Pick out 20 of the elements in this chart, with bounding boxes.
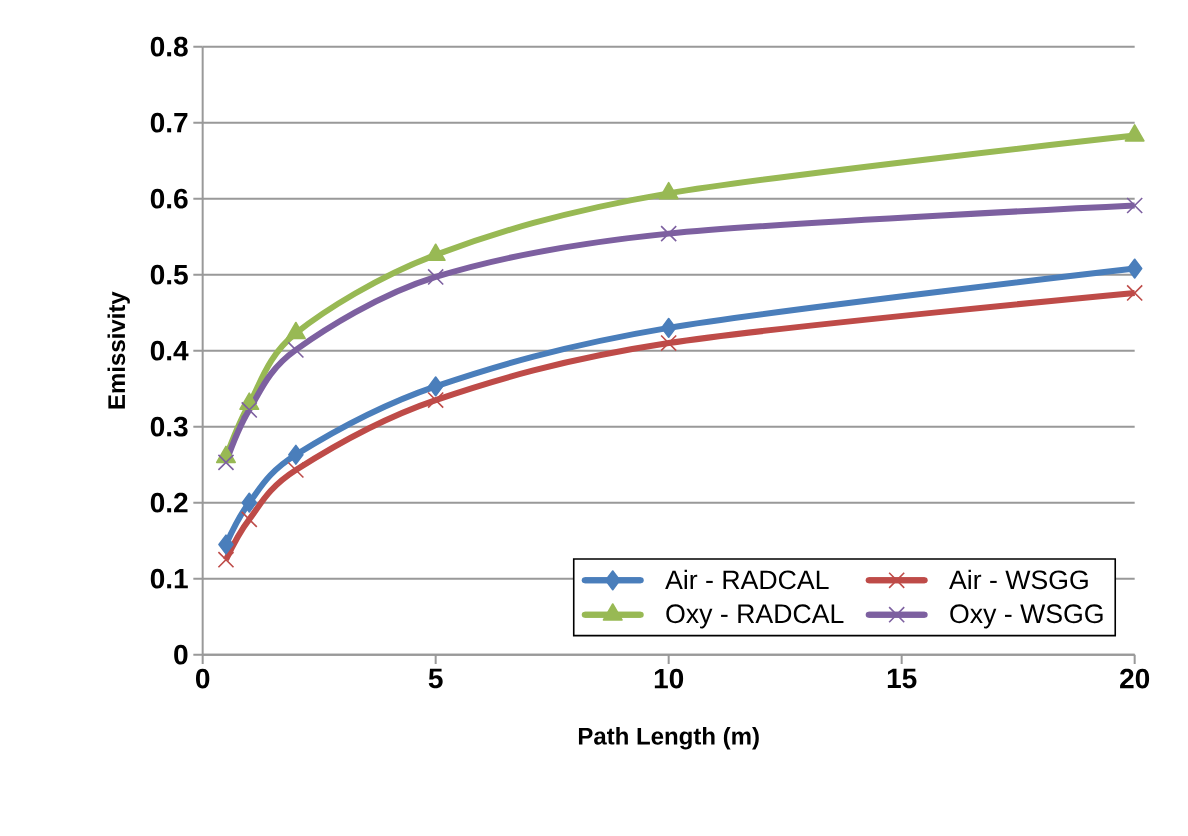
- y-tick-label: 0.7: [150, 112, 188, 133]
- x-tick-label: 20: [1120, 668, 1150, 689]
- legend-label: Air - WSGG: [949, 569, 1088, 590]
- legend-label: Oxy - WSGG: [950, 604, 1103, 629]
- y-tick-label: 0.8: [150, 36, 188, 57]
- y-tick-label: 0.1: [150, 568, 188, 589]
- x-tick-label: 0: [195, 668, 210, 689]
- x-tick-label: 5: [428, 668, 443, 689]
- y-axis-title: Emissivity: [107, 291, 130, 409]
- legend-label: Air - RADCAL: [665, 569, 829, 590]
- y-tick-label: 0.4: [150, 340, 189, 361]
- x-tick-label: 10: [654, 668, 684, 689]
- x-tick-label: 15: [887, 668, 917, 689]
- y-tick-label: 0.6: [150, 188, 188, 209]
- legend-label: Oxy - RADCAL: [666, 604, 844, 629]
- y-tick-label: 0.2: [150, 492, 188, 513]
- x-axis-title: Path Length (m): [578, 727, 759, 750]
- y-tick-label: 0.3: [150, 416, 188, 437]
- y-tick-label: 0.5: [150, 264, 188, 285]
- y-tick-label: 0: [174, 644, 188, 665]
